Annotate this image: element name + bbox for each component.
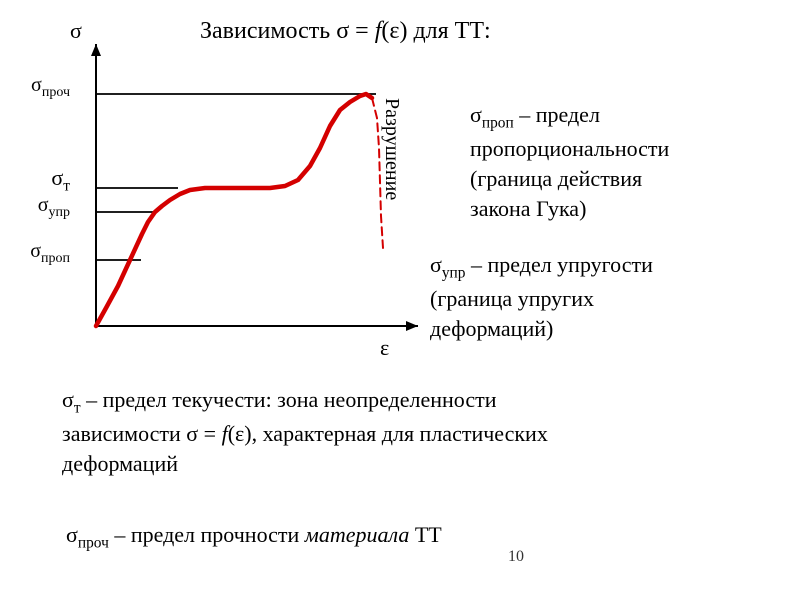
legend-text: (граница действия (470, 166, 642, 191)
legend-prop: σпроп – предел пропорциональности (грани… (470, 100, 780, 223)
page-number: 10 (508, 548, 524, 566)
legend-text: деформаций) (430, 316, 553, 341)
legend-text: – предел упругости (466, 252, 653, 277)
legend-text: деформаций (62, 451, 178, 476)
legend-text: (граница упругих (430, 286, 594, 311)
legend-sub: проч (78, 534, 109, 551)
legend-eq: = (198, 421, 221, 446)
legend-sigma: σ (62, 387, 74, 412)
legend-text: , характерная для пластических (252, 421, 548, 446)
legend-close: ) (244, 421, 251, 446)
stress-strain-curve (96, 94, 372, 326)
legend-eps: ε (235, 421, 244, 446)
legend-text: – предел прочности (109, 522, 305, 547)
legend-sigma2: σ (186, 421, 198, 446)
legend-text: – предел (514, 102, 600, 127)
legend-italic: материала (305, 522, 410, 547)
legend-text: ТТ (409, 522, 441, 547)
legend-open: ( (228, 421, 235, 446)
legend-upr: σупр – предел упругости (граница упругих… (430, 250, 790, 344)
legend-t: σт – предел текучести: зона неопределенн… (62, 385, 762, 479)
legend-sub: т (74, 399, 81, 416)
legend-sigma: σ (470, 102, 482, 127)
stress-strain-chart (10, 10, 430, 350)
legend-text: – предел текучести: зона неопределенност… (81, 387, 497, 412)
legend-text: закона Гука) (470, 196, 586, 221)
legend-sigma: σ (66, 522, 78, 547)
legend-sigma: σ (430, 252, 442, 277)
page-root: { "title": { "prefix": "Зависимость ", "… (0, 0, 800, 600)
legend-text: зависимости (62, 421, 186, 446)
legend-sub: проп (482, 114, 514, 131)
legend-text: пропорциональности (470, 136, 669, 161)
legend-proch: σпроч – предел прочности материала ТТ (66, 520, 766, 554)
fracture-curve (372, 98, 383, 248)
legend-sub: упр (442, 264, 466, 281)
